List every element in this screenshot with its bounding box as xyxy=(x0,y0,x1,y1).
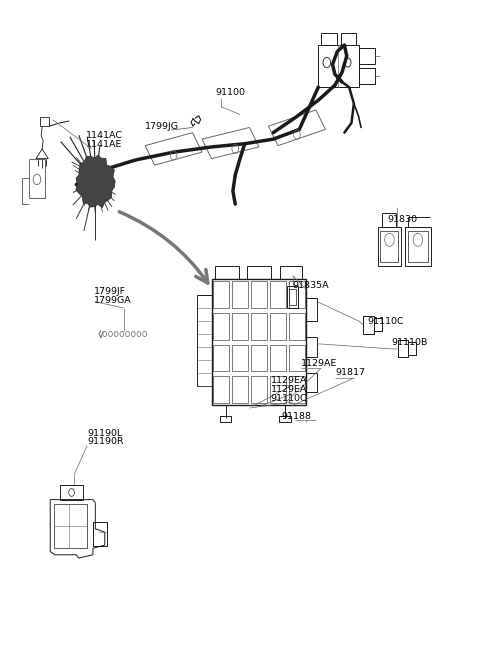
Text: 1129EA: 1129EA xyxy=(271,376,307,384)
Bar xyxy=(279,416,291,422)
Bar xyxy=(289,377,304,403)
Text: 91835A: 91835A xyxy=(292,282,329,290)
Text: 1799JF: 1799JF xyxy=(95,288,126,296)
Bar xyxy=(252,345,266,371)
Bar xyxy=(40,117,49,126)
Text: 91830: 91830 xyxy=(387,215,417,223)
Text: 1799JG: 1799JG xyxy=(145,122,179,132)
Text: 1129AE: 1129AE xyxy=(301,359,337,367)
Bar xyxy=(405,227,431,266)
Bar xyxy=(359,67,375,84)
Bar xyxy=(306,373,317,392)
Text: 91188: 91188 xyxy=(281,412,311,421)
Polygon shape xyxy=(202,128,259,159)
Polygon shape xyxy=(268,110,325,145)
Bar xyxy=(232,345,248,371)
Bar xyxy=(252,377,266,403)
Bar xyxy=(378,227,401,266)
Bar xyxy=(93,521,107,546)
Bar xyxy=(216,266,239,279)
Text: 1799GA: 1799GA xyxy=(95,296,132,305)
Bar xyxy=(359,48,375,64)
Bar xyxy=(252,282,266,308)
Text: 1141AE: 1141AE xyxy=(86,140,122,149)
Bar xyxy=(60,485,84,500)
Bar xyxy=(232,313,248,339)
Bar xyxy=(270,377,286,403)
Text: 91110C: 91110C xyxy=(271,394,308,403)
Bar xyxy=(197,295,212,386)
Bar xyxy=(363,316,374,334)
Text: 91110C: 91110C xyxy=(367,317,404,326)
Bar xyxy=(408,343,416,355)
Bar xyxy=(212,279,306,405)
Polygon shape xyxy=(36,149,48,159)
Bar xyxy=(289,313,304,339)
Bar xyxy=(270,282,286,308)
Bar xyxy=(397,341,408,357)
Bar xyxy=(381,231,398,262)
Bar xyxy=(232,282,248,308)
Bar xyxy=(220,416,231,422)
Bar xyxy=(288,286,298,308)
Polygon shape xyxy=(145,133,202,165)
Text: 1141AC: 1141AC xyxy=(86,132,123,140)
Text: 1129EA: 1129EA xyxy=(271,384,307,394)
Text: 91817: 91817 xyxy=(335,368,365,377)
Bar xyxy=(252,313,266,339)
Bar xyxy=(289,282,304,308)
Bar xyxy=(270,345,286,371)
Text: 91100: 91100 xyxy=(216,88,245,97)
Bar xyxy=(408,231,428,262)
Text: 91110B: 91110B xyxy=(392,338,428,347)
Bar xyxy=(306,298,317,321)
Bar xyxy=(306,337,317,357)
Bar xyxy=(270,313,286,339)
Bar xyxy=(214,377,228,403)
Bar xyxy=(232,377,248,403)
Bar xyxy=(54,504,87,548)
Bar xyxy=(214,345,228,371)
Text: 91190R: 91190R xyxy=(87,438,124,446)
Text: 91190L: 91190L xyxy=(87,429,122,438)
Bar xyxy=(289,289,296,305)
Bar xyxy=(214,313,228,339)
Bar xyxy=(214,282,228,308)
Bar xyxy=(374,318,383,331)
Bar xyxy=(280,266,301,279)
Bar xyxy=(289,345,304,371)
Bar xyxy=(321,33,337,45)
Bar xyxy=(318,45,359,87)
Bar xyxy=(341,33,356,45)
Bar xyxy=(247,266,271,279)
Polygon shape xyxy=(76,155,115,208)
Polygon shape xyxy=(50,500,105,558)
